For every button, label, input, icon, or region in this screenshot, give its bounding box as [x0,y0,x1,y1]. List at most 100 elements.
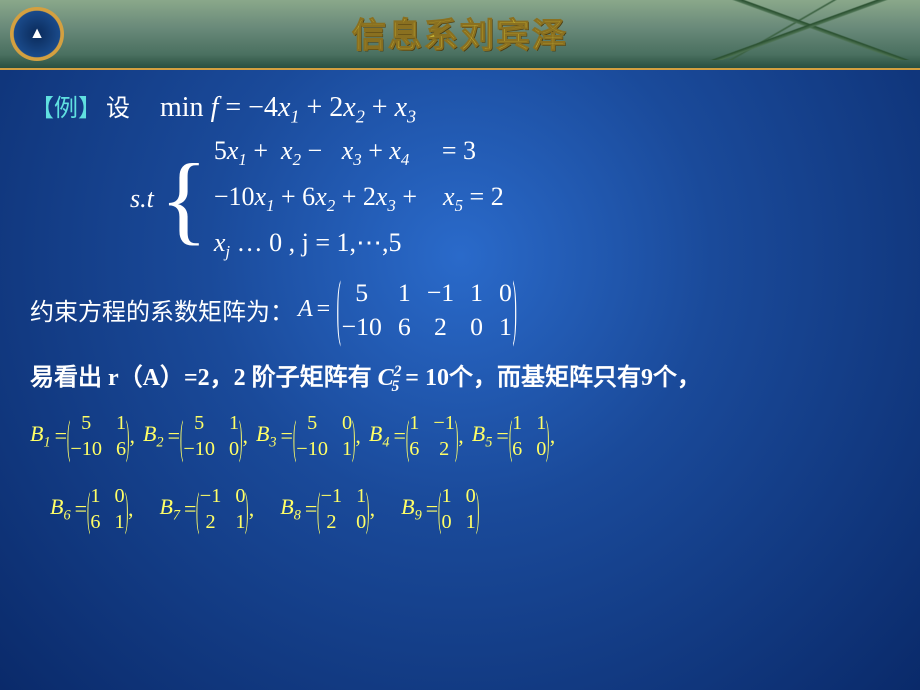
constraint-2: −10x1 + 6x2 + 2x3 + x5 = 2 [214,182,504,216]
equals: = [184,496,196,522]
equals: = [496,423,508,449]
matrix-cell: 1 [470,276,483,309]
basis-matrices-row-2: B6=(1061),B7=(−1021),B8=(−1120),B9=(1001… [30,483,890,536]
matrix-cell: 6 [409,436,419,462]
matrix-cell: 5 [296,410,328,436]
rank-eq: = 10 [399,365,449,391]
matrix-A-symbol: A [298,296,313,323]
matrix-A-grid: 51−110−106201 [342,276,512,343]
matrix-cell: 6 [116,436,126,462]
matrix-cell: 1 [536,410,546,436]
rparen-icon: ) [366,497,369,520]
basis-label: B3 [256,421,277,451]
xj-range: … 0 , j = 1,⋯,5 [230,228,401,257]
comma: , [249,496,255,522]
matrix-cell: 1 [229,410,239,436]
matrix-cell: 1 [409,410,419,436]
basis-label: B1 [30,421,51,451]
rparen-icon: ) [512,291,516,327]
equals: = [394,423,406,449]
basis-matrix-paren: (51−100) [180,410,242,463]
matrix-cell: 0 [441,509,451,535]
matrix-cell: −1 [427,276,454,309]
matrix-cell: 0 [235,483,245,509]
matrix-cell: 2 [321,509,343,535]
lparen-icon: ( [67,425,70,448]
min-text: min [160,92,211,123]
matrix-cell: 0 [229,436,239,462]
matrix-cell: 0 [342,410,352,436]
lparen-icon: ( [87,497,90,520]
basis-matrix-paren: (1160) [509,410,550,463]
matrix-cell: −10 [342,310,382,343]
basis-label: B4 [369,421,390,451]
comma: , [458,423,464,449]
matrix-cell: 1 [90,483,100,509]
matrix-cell: 2 [200,509,222,535]
basis-grid: −1021 [200,483,246,536]
banner-title: 信息系刘宾泽 [352,8,568,57]
matrix-cell: −10 [296,436,328,462]
matrix-cell: 5 [70,410,102,436]
equals: = [317,296,331,323]
basis-matrix-9: B9=(1001) [401,483,479,536]
rank-text-a: 易看出 r（A）=2，2 阶子矩阵有 [30,365,378,391]
comma: , [370,496,376,522]
matrix-cell: 0 [536,436,546,462]
coefficient-matrix-line: 约束方程的系数矩阵为： A = ( 51−110−106201 ) [30,276,890,343]
lparen-icon: ( [509,425,512,448]
eq-sign: = [218,92,248,123]
basis-label: B7 [159,494,180,524]
basis-grid: 50 −10 1 [296,410,352,463]
matrix-cell: 0 [466,483,476,509]
example-label: 【例】 [30,88,102,123]
rparen-icon: ) [352,425,355,448]
rparen-icon: ) [476,497,479,520]
basis-label: B6 [50,494,71,524]
lparen-icon: ( [317,497,320,520]
matrix-cell: 1 [398,276,411,309]
matrix-cell: 1 [356,483,366,509]
comma: , [355,423,361,449]
equals: = [426,496,438,522]
basis-matrix-paren: (51−106) [67,410,129,463]
basis-grid: 1160 [512,410,546,463]
objective-function: min f = −4x1 + 2x2 + x3 [160,92,416,128]
matrix-cell: 6 [512,436,522,462]
xj-var: x [214,228,226,257]
matrix-cell: 6 [398,310,411,343]
basis-matrices-row-1: B1=(51−106),B2=(51−100),B3=(50−101),B4=(… [30,410,890,463]
basis-matrix-2: B2=(51−100), [143,410,248,463]
basis-matrix-6: B6=(1061), [50,483,133,536]
equals: = [281,423,293,449]
matrix-cell: 1 [235,509,245,535]
basis-label: B5 [472,421,493,451]
university-logo [10,7,64,61]
basis-matrix-5: B5=(1160), [472,410,555,463]
rank-text-b: 个，而基矩阵只有9个， [449,365,701,391]
basis-matrix-paren: (−1120) [317,483,369,536]
matrix-cell: 1 [114,509,124,535]
matrix-cell: 1 [342,436,352,462]
rparen-icon: ) [239,425,242,448]
matrix-cell: 6 [90,509,100,535]
matrix-cell: −10 [183,436,215,462]
rparen-icon: ) [455,425,458,448]
comma: , [129,423,135,449]
matrix-cell: 1 [499,310,512,343]
matrix-cell: 2 [427,310,454,343]
constraint-3: xj … 0 , j = 1,⋯,5 [214,228,504,262]
slide-content: 【例】 设 min f = −4x1 + 2x2 + x3 s.t { 5x1 … [0,70,920,690]
basis-grid: 1061 [90,483,124,536]
basis-matrix-4: B4=(1−162), [369,410,464,463]
matrix-cell: −1 [433,410,455,436]
lparen-icon: ( [293,425,296,448]
basis-grid: 1−162 [409,410,455,463]
equals: = [305,496,317,522]
constraint-1: 5x1 + x2 − x3 + x4 = 3 [214,136,504,170]
header-decoration [710,0,910,60]
basis-grid: 1001 [441,483,475,536]
basis-label: B2 [143,421,164,451]
comma: , [242,423,248,449]
matrix-cell: −1 [321,483,343,509]
